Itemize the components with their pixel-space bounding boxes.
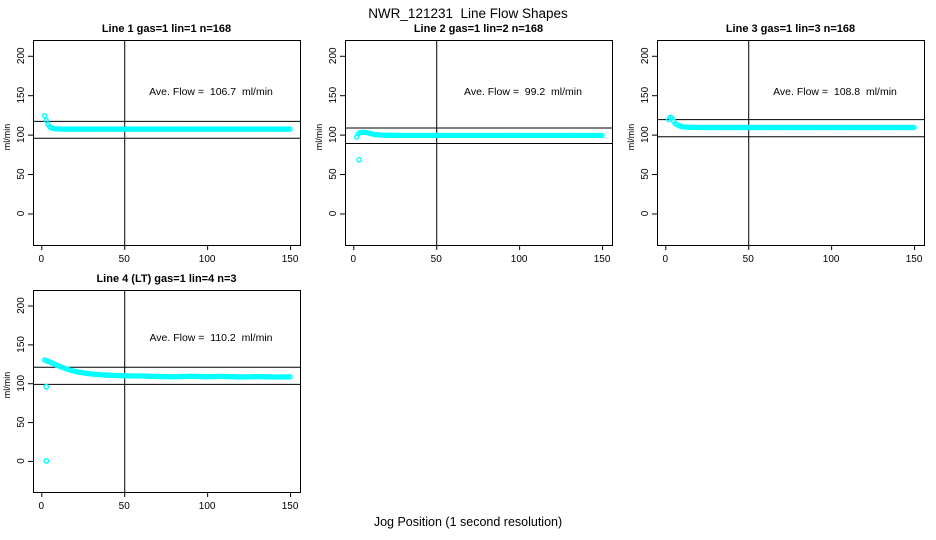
x-tick-label: 50 [743, 254, 755, 265]
outlier-point [43, 457, 50, 464]
subplot-2: 0 50 100 150 0 50 100 150 200 [328, 40, 613, 265]
subplot-3: 0 50 100 150 0 50 100 150 200 [640, 40, 925, 265]
x-tick-label: 0 [39, 501, 45, 512]
series-points [41, 112, 293, 132]
y-tick-label: 50 [16, 416, 27, 428]
plot-box [33, 40, 301, 246]
subplot-1-title: Line 1 gas=1 lin=1 n=168 [101, 23, 232, 35]
y-tick-label: 150 [16, 86, 27, 103]
y-tick-label: 100 [16, 374, 27, 391]
subplot-4-ave-flow-annotation: Ave. Flow = 110.2 ml/min [149, 332, 273, 344]
y-tick-label: 200 [640, 47, 651, 64]
y-tick-label: 50 [328, 168, 339, 180]
y-tick-label: 0 [16, 458, 27, 464]
x-tick-label: 0 [351, 254, 357, 265]
data-point [41, 112, 48, 119]
x-tick-label: 50 [119, 501, 131, 512]
x-tick-label: 100 [823, 254, 840, 265]
y-tick-label: 200 [16, 297, 27, 314]
subplot-3-ave-flow-annotation: Ave. Flow = 108.8 ml/min [773, 86, 897, 98]
subplot-3-title: Line 3 gas=1 lin=3 n=168 [725, 23, 856, 35]
data-point [911, 124, 917, 131]
plot-box [33, 290, 301, 493]
y-tick-label: 0 [640, 210, 651, 216]
outlier-point [43, 383, 50, 390]
subplot-1: 0 50 100 150 0 50 100 150 200 [16, 40, 301, 265]
x-tick-label: 150 [282, 254, 299, 265]
series-points [353, 129, 605, 140]
y-tick-label: 150 [640, 86, 651, 103]
data-point [287, 374, 293, 380]
y-tick-label: 50 [16, 168, 27, 180]
y-tick-label: 200 [16, 47, 27, 64]
y-tick-label: 100 [328, 126, 339, 143]
y-tick-label: 0 [16, 210, 27, 216]
x-tick-label: 150 [282, 501, 299, 512]
data-point [599, 132, 605, 139]
y-tick-label: 100 [16, 126, 27, 143]
y-tick-label: 0 [328, 210, 339, 216]
subplot-4: 0 50 100 150 0 50 100 150 200 [16, 290, 301, 512]
subplot-2-ave-flow-annotation: Ave. Flow = 99.2 ml/min [464, 86, 582, 98]
x-tick-label: 0 [663, 254, 669, 265]
x-tick-label: 150 [906, 254, 923, 265]
y-tick-label: 200 [328, 47, 339, 64]
x-tick-label: 150 [594, 254, 611, 265]
x-tick-label: 50 [119, 254, 131, 265]
subplot-2-title: Line 2 gas=1 lin=2 n=168 [413, 23, 544, 35]
series-points [41, 357, 293, 380]
plot-box [345, 40, 613, 246]
y-tick-label: 150 [16, 336, 27, 353]
figure-x-axis-label: Jog Position (1 second resolution) [373, 515, 563, 529]
y-tick-label: 150 [328, 86, 339, 103]
subplot-4-title: Line 4 (LT) gas=1 lin=4 n=3 [96, 273, 237, 285]
x-tick-label: 100 [511, 254, 528, 265]
x-tick-label: 0 [39, 254, 45, 265]
y-tick-label: 100 [640, 126, 651, 143]
x-tick-label: 100 [199, 501, 216, 512]
x-tick-label: 100 [199, 254, 216, 265]
y-tick-label: 50 [640, 168, 651, 180]
outlier-point [356, 156, 362, 163]
data-point [287, 126, 293, 132]
subplot-1-ave-flow-annotation: Ave. Flow = 106.7 ml/min [149, 86, 273, 98]
figure-title: NWR_121231 Line Flow Shapes [368, 6, 568, 21]
series-points [665, 114, 917, 131]
plot-box [657, 40, 925, 246]
x-tick-label: 50 [431, 254, 443, 265]
